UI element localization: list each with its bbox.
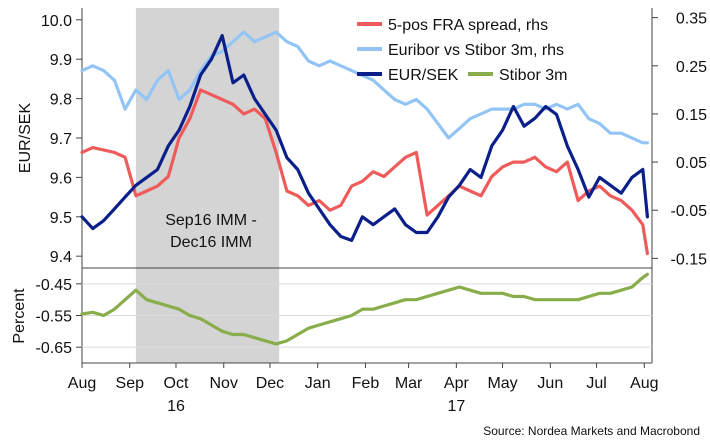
series-line-stibor-3m: [80, 272, 650, 346]
top-right-tick-label: 0.25: [676, 59, 707, 76]
x-tick-label: Dec: [256, 375, 284, 392]
x-tick-label: Aug: [68, 375, 96, 392]
legend-label-euribor: Euribor vs Stibor 3m, rhs: [388, 42, 564, 59]
source-note: Source: Nordea Markets and Macrobond: [483, 424, 700, 438]
top-right-tick-label: -0.05: [671, 203, 708, 220]
top-right-tick-label: 0.15: [676, 107, 707, 124]
tick-layer: 10.0 9.9 9.8 9.7 9.6 9.5 9.4 0.35 0.25 0.15 0.05 -0…: [36, 11, 708, 415]
shaded-label-line1: Sep16 IMM -: [165, 212, 257, 229]
legend: 5-pos FRA spread, rhs Euribor vs Stibor …: [357, 17, 567, 84]
x-tick-label: Jun: [537, 375, 563, 392]
top-left-tick-label: 9.7: [50, 131, 72, 148]
x-year-label: 16: [167, 398, 185, 415]
legend-label-fra: 5-pos FRA spread, rhs: [388, 17, 548, 34]
x-tick-label: Aug: [630, 375, 658, 392]
top-right-tick-label: 0.05: [676, 155, 707, 172]
shaded-region-top: [135, 8, 280, 268]
series-line-eur-sek: [80, 33, 650, 242]
x-tick-label: Oct: [164, 375, 189, 392]
series-layer: [80, 30, 650, 346]
x-tick-label: Apr: [444, 375, 470, 392]
bottom-y-axis-title: Percent: [11, 288, 28, 344]
x-tick-label: Jul: [586, 375, 606, 392]
x-tick-label: May: [487, 375, 517, 392]
shaded-label-line2: Dec16 IMM: [170, 234, 252, 251]
top-left-tick-label: 10.0: [41, 13, 72, 30]
top-y-axis-title: EUR/SEK: [17, 103, 34, 174]
x-tick-label: Jan: [305, 375, 331, 392]
bottom-left-tick-label: -0.65: [36, 340, 73, 357]
x-tick-label: Sep: [116, 375, 145, 392]
x-tick-label: Feb: [352, 375, 380, 392]
top-right-tick-label: -0.15: [671, 251, 708, 268]
top-left-tick-label: 9.8: [50, 92, 72, 109]
series-line-5-pos-fra-spread-rhs: [80, 88, 650, 256]
bottom-left-tick-label: -0.55: [36, 309, 73, 326]
legend-label-stibor: Stibor 3m: [499, 67, 567, 84]
legend-label-eursek: EUR/SEK: [388, 67, 459, 84]
top-right-tick-label: 0.35: [676, 11, 707, 28]
x-tick-label: Mar: [395, 375, 423, 392]
x-year-label: 17: [447, 398, 465, 415]
x-tick-label: Nov: [210, 375, 238, 392]
top-left-tick-label: 9.5: [50, 210, 72, 227]
series-line-euribor-vs-stibor-3m-rhs: [80, 30, 650, 145]
top-left-tick-label: 9.6: [50, 170, 72, 187]
top-left-tick-label: 9.9: [50, 52, 72, 69]
top-left-tick-label: 9.4: [50, 249, 72, 266]
bottom-left-tick-label: -0.45: [36, 277, 73, 294]
